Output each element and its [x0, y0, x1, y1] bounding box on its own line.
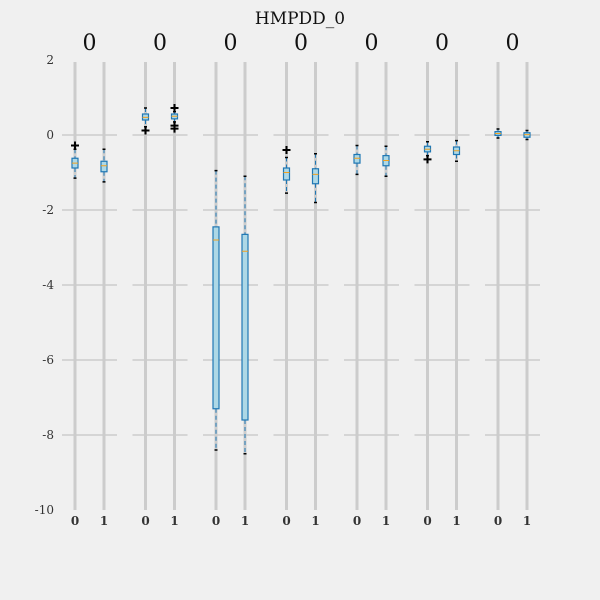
panel-title: 0: [506, 31, 520, 56]
x-tick-label: 0: [494, 514, 502, 528]
outlier-marker: [423, 155, 432, 164]
outlier-marker: [141, 126, 150, 135]
x-tick-label: 1: [311, 514, 319, 528]
panel-3: 0 0 1: [273, 31, 329, 528]
box: [241, 233, 249, 421]
y-tick-label: -10: [35, 503, 54, 517]
x-tick-label: 1: [170, 514, 178, 528]
panel-0: 0 0 1: [62, 31, 117, 528]
y-tick-label: 0: [46, 128, 54, 142]
box: [311, 168, 320, 185]
panel-title: 0: [153, 31, 167, 56]
y-tick-label: -8: [42, 428, 54, 442]
panel-title: 0: [435, 31, 449, 56]
x-tick-label: 1: [523, 514, 531, 528]
outlier-marker: [71, 141, 79, 150]
x-tick-label: 1: [452, 514, 460, 528]
y-tick-label: -2: [42, 203, 54, 217]
x-tick-label: 0: [71, 514, 79, 528]
box: [282, 167, 291, 181]
outlier-marker: [282, 146, 291, 154]
panel-title: 0: [83, 31, 97, 56]
panel-4: 0 0 1: [344, 31, 399, 528]
x-tick-label: 0: [141, 514, 149, 528]
x-tick-label: 0: [282, 514, 290, 528]
x-tick-label: 0: [353, 514, 361, 528]
panel-title: 0: [294, 31, 308, 56]
y-tick-label: -4: [42, 278, 54, 292]
panel-title: 0: [224, 31, 238, 56]
panel-5: 0 0 1: [414, 31, 470, 528]
x-tick-label: 1: [382, 514, 390, 528]
box: [212, 226, 220, 410]
box: [353, 153, 361, 164]
panel-6: 0 0 1: [485, 31, 540, 528]
panel-title: 0: [365, 31, 379, 56]
panel-1: 0 0 1: [132, 31, 188, 528]
outlier-marker: [170, 104, 179, 112]
outlier-marker: [170, 124, 179, 133]
y-tick-label: 2: [46, 53, 54, 67]
box: [100, 160, 108, 173]
x-tick-label: 1: [100, 514, 108, 528]
y-tick-label: -6: [42, 353, 54, 367]
chart-title: HMPDD_0: [255, 9, 345, 29]
x-tick-label: 0: [212, 514, 220, 528]
x-tick-label: 0: [423, 514, 431, 528]
panel-2: 0 0 1: [203, 31, 258, 528]
x-tick-label: 1: [241, 514, 249, 528]
